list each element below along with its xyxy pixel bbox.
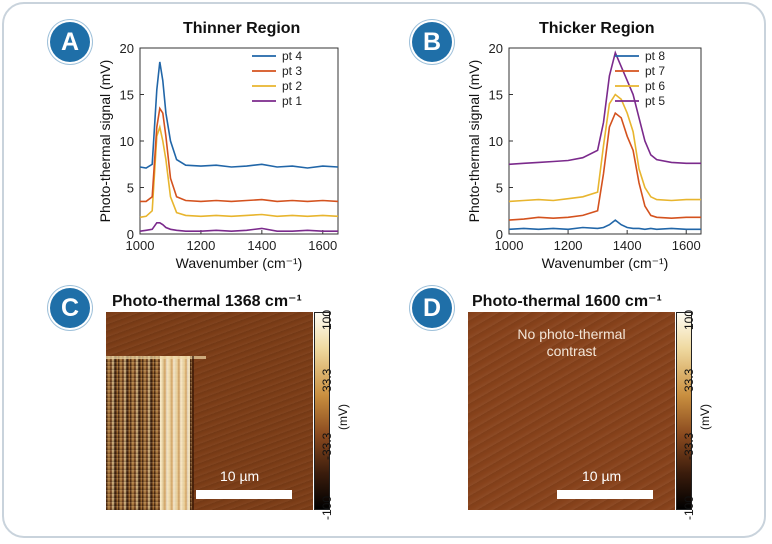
chart-b-ytick-label: 20: [489, 41, 503, 56]
colorbar-d-tick-min: -100: [682, 495, 696, 520]
chart-b-xtick-label: 1400: [613, 238, 642, 253]
chart-b-legend-label: pt 8: [645, 49, 665, 63]
chart-a-ytick-label: 20: [120, 41, 134, 56]
chart-b-ytick-label: 10: [489, 134, 503, 149]
photo-thermal-map-1368: [106, 312, 313, 510]
chart-a-series-line-pt-3: [140, 106, 339, 203]
chart-a-xtick-label: 1600: [308, 238, 337, 253]
chart-a-xtick-label: 1000: [126, 238, 155, 253]
chart-b-plot-area: [508, 47, 702, 235]
chart-b-ytick-label: 5: [496, 181, 503, 196]
chart-a-ytick-label: 0: [127, 227, 134, 242]
panel-a-title: Thinner Region: [183, 20, 301, 37]
panel-d-badge: D: [412, 288, 452, 328]
panel-b-title: Thicker Region: [539, 20, 655, 37]
panel-b-badge: B: [412, 22, 452, 62]
colorbar-c-tick-max: 100: [320, 309, 334, 330]
chart-a-xtick-label: 1200: [186, 238, 215, 253]
chart-a-series-line-pt-1: [139, 222, 338, 233]
chart-a-legend-label: pt 1: [282, 94, 302, 108]
chart-a-x-axis-label: Wavenumber (cm⁻¹): [176, 255, 303, 271]
chart-a-xtick-label: 1400: [247, 238, 276, 253]
scale-label-c: 10 µm: [220, 468, 260, 484]
chart-b-series-line-pt-8: [508, 219, 701, 231]
chart-a-ytick-label: 10: [120, 134, 134, 149]
chart-a-legend-label: pt 2: [282, 79, 302, 93]
panel-d-title: Photo-thermal 1600 cm⁻¹: [472, 293, 662, 310]
chart-a-y-axis-label: Photo-thermal signal (mV): [97, 60, 113, 223]
chart-b-series-line-pt-7: [508, 111, 701, 221]
chart-b-legend-label: pt 5: [645, 94, 665, 108]
colorbar-c-tick-min: -100: [320, 495, 334, 520]
chart-a-ytick-label: 5: [127, 181, 134, 196]
colorbar-d: [676, 312, 692, 510]
chart-b-series-line-pt-6: [508, 93, 701, 203]
chart-a-ytick-label: 15: [120, 88, 134, 103]
colorbar-d-tick-low: -33.3: [682, 432, 696, 460]
panel-c-title: Photo-thermal 1368 cm⁻¹: [112, 293, 302, 310]
colorbar-c: [314, 312, 330, 510]
chart-b-legend-label: pt 7: [645, 64, 665, 78]
colorbar-d-tick-high: 33.3: [682, 368, 696, 392]
chart-b-legend-label: pt 6: [645, 79, 665, 93]
chart-b-ytick-label: 0: [496, 227, 503, 242]
panel-a-badge: A: [50, 22, 90, 62]
chart-b-xtick-label: 1200: [554, 238, 583, 253]
colorbar-c-tick-high: 33.3: [320, 368, 334, 392]
chart-a-legend-label: pt 3: [282, 64, 302, 78]
chart-b-y-axis-label: Photo-thermal signal (mV): [466, 60, 482, 223]
colorbar-c-label: (mV): [336, 404, 350, 430]
chart-a-series-line-pt-4: [139, 61, 339, 169]
scale-bar-c: [196, 490, 292, 499]
no-contrast-line1: No photo-thermal: [517, 326, 626, 342]
chart-b-series-line-pt-5: [508, 50, 701, 166]
photo-thermal-map-1600: [468, 312, 675, 510]
chart-b-xtick-label: 1600: [672, 238, 701, 253]
chart-b-x-axis-label: Wavenumber (cm⁻¹): [542, 255, 669, 271]
colorbar-d-tick-max: 100: [682, 309, 696, 330]
scale-bar-d: [557, 490, 653, 499]
chart-b-ytick-label: 15: [489, 88, 503, 103]
chart-b-xtick-label: 1000: [495, 238, 524, 253]
chart-a-series-line-pt-2: [139, 124, 339, 219]
colorbar-c-tick-low: -33.3: [320, 432, 334, 460]
chart-a-legend-label: pt 4: [282, 49, 302, 63]
colorbar-d-label: (mV): [698, 404, 712, 430]
panel-c-badge: C: [50, 288, 90, 328]
no-contrast-line2: contrast: [546, 343, 597, 359]
scale-label-d: 10 µm: [582, 468, 622, 484]
